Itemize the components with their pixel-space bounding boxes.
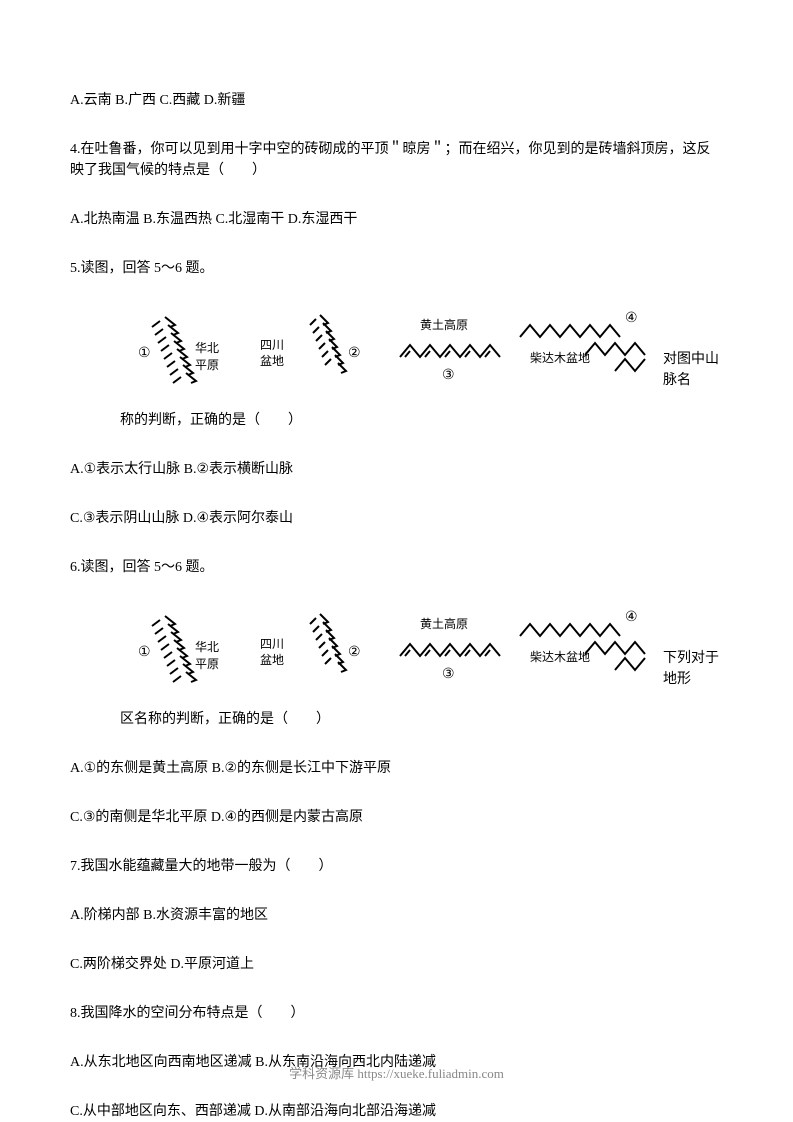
figure-panel-4: ④ 柴达木盆地	[515, 606, 655, 701]
q5-options-cd: C.③表示阴山山脉 D.④表示阿尔泰山	[70, 508, 723, 529]
q6-options-ab: A.①的东侧是黄土高原 B.②的东侧是长江中下游平原	[70, 758, 723, 779]
q7-stem: 7.我国水能蕴藏量大的地带一般为（ ）	[70, 856, 723, 877]
svg-text:柴达木盆地: 柴达木盆地	[530, 351, 590, 365]
q6-stem: 6.读图，回答 5～6 题。	[70, 557, 723, 578]
svg-text:柴达木盆地: 柴达木盆地	[530, 650, 590, 664]
svg-text:①: ①	[138, 346, 151, 361]
mountain-range-icon: ① 华北 平原	[120, 606, 240, 701]
svg-text:盆地: 盆地	[260, 653, 284, 667]
figure-panel-1: ① 华北 平原	[120, 606, 240, 701]
figure-panel-1: ① 华北 平原	[120, 307, 240, 402]
q5-stem: 5.读图，回答 5～6 题。	[70, 258, 723, 279]
svg-text:④: ④	[625, 610, 638, 625]
q6-tail-text: 下列对于地形	[663, 648, 723, 690]
q7-options-cd: C.两阶梯交界处 D.平原河道上	[70, 954, 723, 975]
figure-panel-2: 四川 盆地 ②	[250, 606, 370, 701]
svg-text:华北: 华北	[195, 341, 219, 355]
q6-continuation: 区名称的判断，正确的是（ ）	[120, 709, 723, 730]
figure-panel-4: ④ 柴达木盆地	[515, 307, 655, 402]
q8-options-cd: C.从中部地区向东、西部递减 D.从南部沿海向北部沿海递减	[70, 1101, 723, 1122]
svg-text:②: ②	[348, 645, 361, 660]
q3-options: A.云南 B.广西 C.西藏 D.新疆	[70, 90, 723, 111]
svg-text:黄土高原: 黄土高原	[420, 616, 468, 631]
q5-options-ab: A.①表示太行山脉 B.②表示横断山脉	[70, 459, 723, 480]
mountain-range-icon: ④ 柴达木盆地	[515, 307, 655, 402]
svg-text:①: ①	[138, 645, 151, 660]
svg-text:四川: 四川	[260, 637, 284, 651]
mountain-range-icon: 黄土高原 ③	[390, 606, 510, 701]
q5-tail-text: 对图中山脉名	[663, 349, 723, 391]
svg-text:③: ③	[442, 368, 455, 383]
figure-panel-3: 黄土高原 ③	[390, 307, 510, 402]
svg-text:②: ②	[348, 346, 361, 361]
q4-options: A.北热南温 B.东温西热 C.北湿南干 D.东湿西干	[70, 209, 723, 230]
mountain-range-icon: ① 华北 平原	[120, 307, 240, 402]
svg-text:平原: 平原	[195, 358, 219, 372]
mountain-range-icon: 黄土高原 ③	[390, 307, 510, 402]
svg-text:平原: 平原	[195, 657, 219, 671]
q5-figure-row: ① 华北 平原 四川 盆地 ② 黄土高原	[70, 307, 723, 402]
svg-text:华北: 华北	[195, 640, 219, 654]
page-footer: 学科资源库 https://xueke.fuliadmin.com	[0, 1063, 793, 1082]
svg-text:盆地: 盆地	[260, 354, 284, 368]
mountain-range-icon: 四川 盆地 ②	[250, 307, 370, 402]
figure-panel-2: 四川 盆地 ②	[250, 307, 370, 402]
svg-text:③: ③	[442, 667, 455, 682]
figure-panel-3: 黄土高原 ③	[390, 606, 510, 701]
q7-options-ab: A.阶梯内部 B.水资源丰富的地区	[70, 905, 723, 926]
q6-options-cd: C.③的南侧是华北平原 D.④的西侧是内蒙古高原	[70, 807, 723, 828]
q5-continuation: 称的判断，正确的是（ ）	[120, 410, 723, 431]
q4-stem: 4.在吐鲁番，你可以见到用十字中空的砖砌成的平顶＂晾房＂；而在绍兴，你见到的是砖…	[70, 139, 723, 181]
svg-text:黄土高原: 黄土高原	[420, 317, 468, 332]
svg-text:四川: 四川	[260, 338, 284, 352]
svg-text:④: ④	[625, 311, 638, 326]
q6-figure-row: ① 华北 平原 四川 盆地 ② 黄土高原	[70, 606, 723, 701]
mountain-range-icon: ④ 柴达木盆地	[515, 606, 655, 701]
mountain-range-icon: 四川 盆地 ②	[250, 606, 370, 701]
q8-stem: 8.我国降水的空间分布特点是（ ）	[70, 1003, 723, 1024]
